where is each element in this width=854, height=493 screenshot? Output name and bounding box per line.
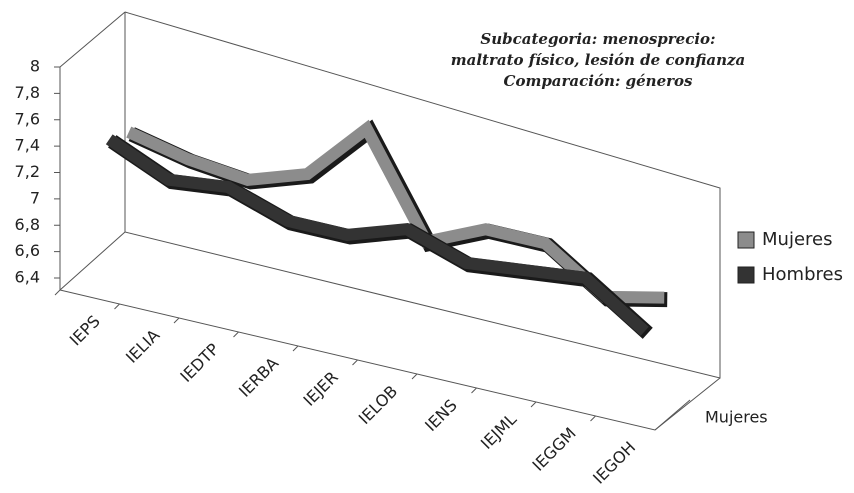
x-tick <box>590 415 596 422</box>
x-tick-label: IEDTP <box>176 339 223 386</box>
x-tick <box>352 359 358 366</box>
chart-title: Comparación: géneros <box>504 72 694 90</box>
y-tick-label: 7,6 <box>15 109 40 128</box>
x-tick-label: IEJER <box>299 368 341 410</box>
legend-label: Mujeres <box>762 229 832 250</box>
x-tick <box>233 331 239 338</box>
y-tick-label: 7,8 <box>15 83 40 102</box>
series-line <box>126 119 665 304</box>
x-tick-label: IEJML <box>477 410 520 453</box>
chart-title: maltrato físico, lesión de confianza <box>451 51 745 69</box>
depth-label: Mujeres <box>705 408 768 427</box>
floor-edge <box>59 231 126 291</box>
x-tick-label: IEGOH <box>589 438 639 488</box>
y-tick-label: 8 <box>30 57 40 76</box>
x-tick-label: IEPS <box>66 312 104 350</box>
x-tick <box>54 289 61 296</box>
depth-axis <box>654 399 691 431</box>
x-tick <box>173 317 180 324</box>
x-tick-label: IENS <box>421 396 461 436</box>
series-line <box>105 134 649 336</box>
y-tick-label: 7,2 <box>15 162 40 181</box>
y-tick-label: 7 <box>30 188 40 207</box>
x-tick-label: IELIA <box>122 326 163 367</box>
chart-title: Subcategoria: menosprecio: <box>480 30 715 48</box>
x-tick <box>530 401 537 408</box>
y-tick-label: 7,4 <box>15 136 40 155</box>
x-tick <box>411 373 418 380</box>
y-tick-label: 6,8 <box>15 215 40 234</box>
x-tick <box>471 387 477 394</box>
y-tick-label: 6,4 <box>15 268 40 287</box>
legend-swatch <box>737 231 755 249</box>
x-tick <box>292 345 299 352</box>
legend-label: Hombres <box>762 264 843 285</box>
x-tick-label: IEGGM <box>529 424 580 475</box>
x-tick-label: IELOB <box>355 382 401 428</box>
wall-edge <box>59 11 126 68</box>
y-tick-label: 6,6 <box>15 241 40 260</box>
x-tick-label: IERBA <box>235 354 282 401</box>
legend-swatch <box>737 266 755 284</box>
x-tick <box>114 303 120 310</box>
